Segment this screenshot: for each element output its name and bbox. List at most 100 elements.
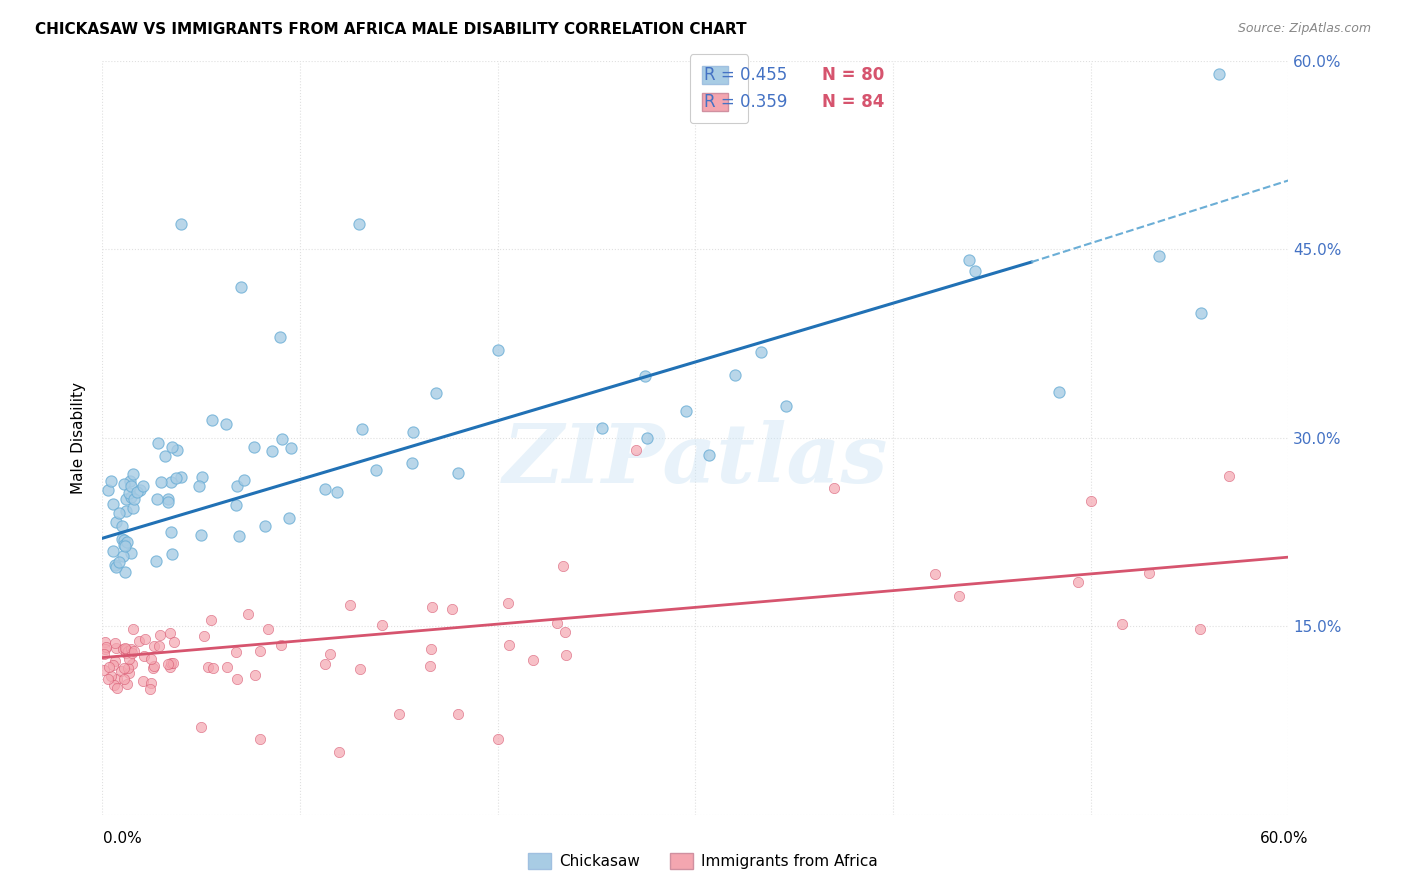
Point xyxy=(156,657,179,672)
Point xyxy=(122,467,145,482)
Point xyxy=(633,369,655,384)
Point xyxy=(122,644,145,658)
Point xyxy=(112,549,135,564)
Point xyxy=(111,519,134,533)
Point xyxy=(823,481,845,495)
Text: N = 80: N = 80 xyxy=(823,66,884,85)
Point xyxy=(636,431,658,445)
Point xyxy=(148,639,170,653)
Point xyxy=(150,475,173,489)
Point xyxy=(624,443,647,458)
Point xyxy=(498,638,520,652)
Point xyxy=(149,627,172,641)
Point xyxy=(114,565,136,579)
Point xyxy=(139,676,162,690)
Point xyxy=(114,540,136,554)
Point xyxy=(314,657,336,671)
Point xyxy=(347,218,370,232)
Point xyxy=(1149,249,1171,263)
Text: 0.0%: 0.0% xyxy=(103,831,142,846)
Point xyxy=(215,660,238,674)
Point xyxy=(425,386,447,401)
Point xyxy=(225,645,247,659)
Point xyxy=(278,510,301,524)
Point xyxy=(269,330,291,344)
Point xyxy=(105,681,128,695)
Point xyxy=(226,672,249,686)
Point xyxy=(699,448,721,462)
Point xyxy=(225,479,247,493)
Point xyxy=(94,640,117,655)
Point xyxy=(319,647,342,661)
Point xyxy=(93,642,115,657)
Point xyxy=(1137,566,1160,581)
Point xyxy=(156,491,179,506)
Point xyxy=(162,440,184,454)
Legend: Chickasaw, Immigrants from Africa: Chickasaw, Immigrants from Africa xyxy=(522,847,884,875)
Point xyxy=(496,596,519,610)
Point xyxy=(160,656,183,670)
Point xyxy=(117,651,139,665)
Text: ZIPatlas: ZIPatlas xyxy=(502,420,889,500)
Point xyxy=(228,529,250,543)
Point xyxy=(156,495,179,509)
Point xyxy=(122,622,145,636)
Point xyxy=(139,652,162,666)
Point xyxy=(1218,468,1240,483)
Point xyxy=(270,638,292,652)
Point xyxy=(132,673,155,688)
Point xyxy=(111,641,134,656)
Point xyxy=(546,615,568,630)
Point xyxy=(245,668,267,682)
Point xyxy=(191,470,214,484)
Point xyxy=(108,506,131,520)
Point xyxy=(419,658,441,673)
Point xyxy=(165,471,187,485)
Point xyxy=(114,640,136,655)
Point xyxy=(142,661,165,675)
Point xyxy=(197,659,219,673)
Point xyxy=(1208,67,1230,81)
Point xyxy=(257,622,280,636)
Point xyxy=(555,648,578,662)
Point xyxy=(97,673,120,687)
Point xyxy=(170,218,193,232)
Point xyxy=(117,677,139,691)
Text: R = 0.455: R = 0.455 xyxy=(703,66,787,85)
Point xyxy=(225,498,247,512)
Point xyxy=(159,626,181,640)
Point xyxy=(420,600,443,615)
Point xyxy=(107,672,129,686)
Point xyxy=(103,654,125,668)
Point xyxy=(120,491,142,505)
Point xyxy=(112,537,135,551)
Point xyxy=(200,613,222,627)
Point xyxy=(401,456,423,470)
Point xyxy=(115,503,138,517)
Point xyxy=(280,442,302,456)
Point xyxy=(249,732,271,747)
Point xyxy=(262,444,284,458)
Point xyxy=(117,535,139,549)
Point xyxy=(486,343,509,357)
Point xyxy=(675,404,697,418)
Point xyxy=(112,673,135,687)
Point xyxy=(314,482,336,496)
Point xyxy=(145,491,167,506)
Point xyxy=(236,607,259,621)
Point xyxy=(215,417,238,432)
Point xyxy=(160,475,183,490)
Point xyxy=(125,485,148,500)
Point xyxy=(104,516,127,530)
Point xyxy=(339,598,361,612)
Point xyxy=(254,519,277,533)
Point xyxy=(749,345,772,359)
Point xyxy=(162,656,184,670)
Point xyxy=(128,633,150,648)
Point xyxy=(112,533,135,548)
Point xyxy=(441,602,464,616)
Point xyxy=(120,479,142,493)
Point xyxy=(370,618,392,632)
Point xyxy=(201,413,224,427)
Text: CHICKASAW VS IMMIGRANTS FROM AFRICA MALE DISABILITY CORRELATION CHART: CHICKASAW VS IMMIGRANTS FROM AFRICA MALE… xyxy=(35,22,747,37)
